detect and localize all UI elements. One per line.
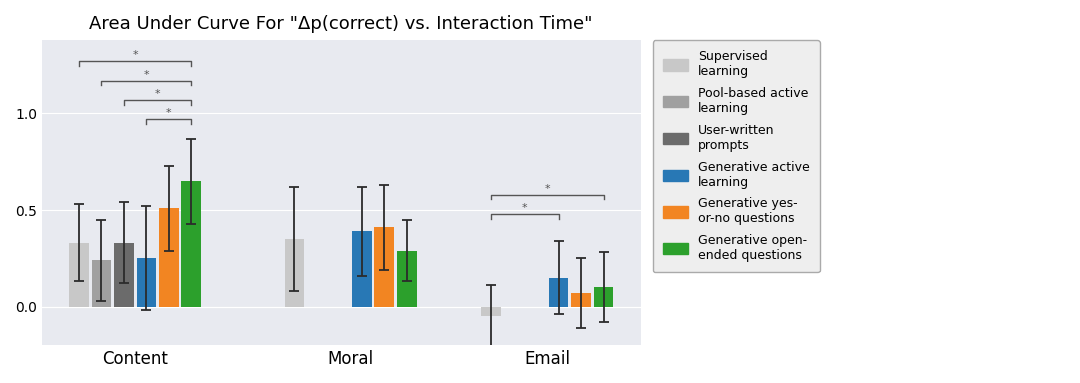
Bar xyxy=(594,287,613,306)
Text: *: * xyxy=(133,51,138,61)
Bar xyxy=(397,250,417,306)
Bar xyxy=(69,243,89,306)
Bar xyxy=(352,231,372,306)
Bar xyxy=(92,260,111,306)
Bar xyxy=(375,228,394,306)
Bar xyxy=(549,278,568,306)
Bar xyxy=(159,208,179,306)
Text: *: * xyxy=(522,203,528,213)
Text: *: * xyxy=(166,108,172,118)
Bar xyxy=(482,306,501,316)
Bar xyxy=(284,239,305,306)
Text: *: * xyxy=(154,89,161,99)
Bar xyxy=(114,243,134,306)
Text: *: * xyxy=(544,183,550,193)
Legend: Supervised
learning, Pool-based active
learning, User-written
prompts, Generativ: Supervised learning, Pool-based active l… xyxy=(653,40,820,272)
Text: *: * xyxy=(144,70,149,80)
Bar xyxy=(136,258,157,306)
Bar xyxy=(181,181,201,306)
Title: Area Under Curve For "Δp(correct) vs. Interaction Time": Area Under Curve For "Δp(correct) vs. In… xyxy=(90,15,593,33)
Bar xyxy=(571,293,591,306)
